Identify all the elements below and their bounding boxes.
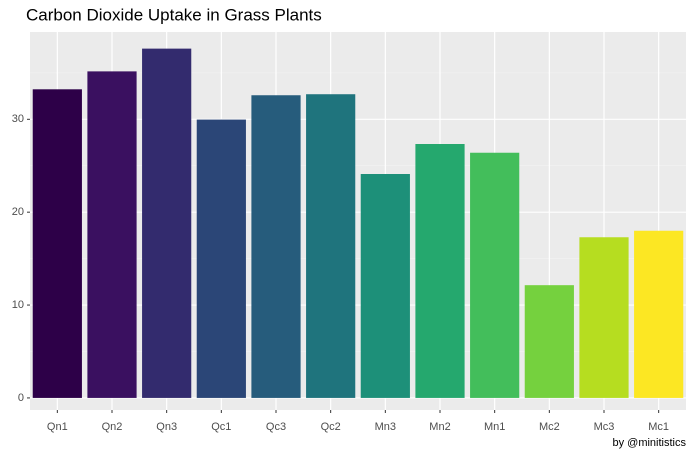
bar <box>251 95 301 398</box>
y-tick-label: 30 <box>12 113 24 125</box>
x-tick-label: Qc1 <box>211 421 231 433</box>
x-tick-label: Mn2 <box>429 421 450 433</box>
caption: by @minitistics <box>612 437 686 449</box>
y-tick-label: 10 <box>12 299 24 311</box>
bar <box>142 48 192 398</box>
x-tick-label: Mc3 <box>594 421 615 433</box>
x-tick-label: Qn3 <box>156 421 177 433</box>
bar <box>579 237 629 398</box>
bar <box>32 89 82 398</box>
bar <box>360 174 410 398</box>
x-tick-label: Qc3 <box>266 421 286 433</box>
y-tick-label: 0 <box>18 392 24 404</box>
chart-title: Carbon Dioxide Uptake in Grass Plants <box>26 5 322 24</box>
x-tick-label: Mn1 <box>484 421 505 433</box>
bar <box>470 152 520 398</box>
y-tick-label: 20 <box>12 206 24 218</box>
panel <box>30 32 686 410</box>
bar <box>196 119 246 398</box>
x-tick-label: Qn2 <box>102 421 123 433</box>
x-tick-label: Mc2 <box>539 421 560 433</box>
bar <box>634 230 684 398</box>
x-tick-label: Mn3 <box>375 421 396 433</box>
bar <box>415 144 465 398</box>
bar <box>524 285 574 398</box>
bar <box>87 71 137 398</box>
bar <box>306 94 356 398</box>
x-tick-label: Qn1 <box>47 421 68 433</box>
x-tick-label: Qc2 <box>321 421 341 433</box>
x-tick-label: Mc1 <box>648 421 669 433</box>
